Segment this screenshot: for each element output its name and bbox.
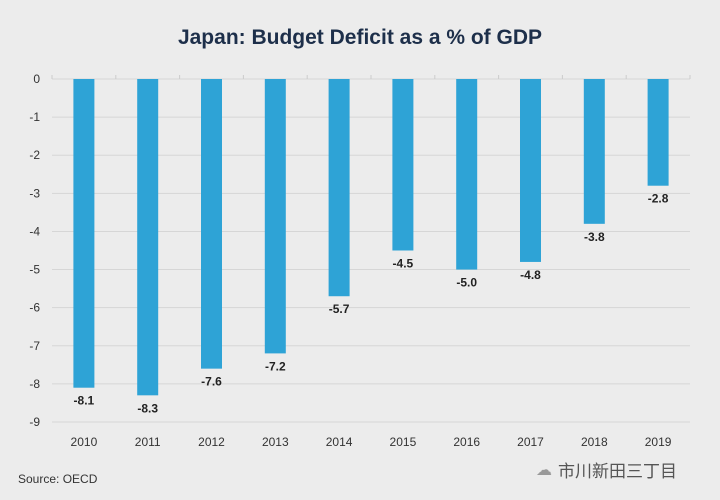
bar xyxy=(392,79,414,251)
y-tick-label: -5 xyxy=(29,263,40,277)
data-label: -8.3 xyxy=(137,401,158,415)
data-label: -8.1 xyxy=(74,394,95,408)
bar xyxy=(201,79,222,369)
x-tick-label: 2019 xyxy=(645,435,672,449)
y-tick-label: -7 xyxy=(29,339,40,353)
data-label: -4.5 xyxy=(393,257,414,271)
data-label: -5.0 xyxy=(456,276,477,290)
y-tick-label: 0 xyxy=(33,72,40,86)
data-label: -3.8 xyxy=(584,230,605,244)
y-tick-label: -9 xyxy=(29,415,40,429)
x-tick-label: 2015 xyxy=(390,435,417,449)
y-tick-label: -1 xyxy=(29,110,40,124)
watermark-text: 市川新田三丁目 xyxy=(558,462,677,481)
y-tick-label: -2 xyxy=(29,148,40,162)
data-label: -4.8 xyxy=(520,268,541,282)
bar xyxy=(647,79,669,186)
x-tick-label: 2016 xyxy=(453,435,480,449)
chart-title: Japan: Budget Deficit as a % of GDP xyxy=(177,26,543,49)
y-tick-label: -6 xyxy=(29,301,40,315)
bar xyxy=(328,79,350,297)
y-tick-label: -3 xyxy=(29,186,40,200)
x-tick-label: 2010 xyxy=(71,435,98,449)
x-tick-label: 2014 xyxy=(326,435,353,449)
watermark: ☁ 市川新田三丁目 xyxy=(536,457,677,482)
data-label: -2.8 xyxy=(648,192,669,206)
data-label: -7.2 xyxy=(265,359,286,373)
bar xyxy=(583,79,605,224)
wechat-icon: ☁ xyxy=(536,461,552,479)
y-tick-label: -8 xyxy=(29,377,40,391)
x-tick-label: 2018 xyxy=(581,435,608,449)
bar xyxy=(137,79,159,396)
x-tick-label: 2012 xyxy=(198,435,225,449)
x-tick-label: 2017 xyxy=(517,435,544,449)
source-note: Source: OECD xyxy=(18,472,98,486)
bar xyxy=(456,79,478,270)
y-tick-label: -4 xyxy=(29,224,40,238)
x-tick-label: 2013 xyxy=(262,435,289,449)
data-label: -5.7 xyxy=(329,302,350,316)
data-label: -7.6 xyxy=(201,375,222,389)
bar xyxy=(520,79,541,262)
bar xyxy=(73,79,95,388)
bar xyxy=(264,79,286,354)
x-tick-label: 2011 xyxy=(135,435,161,449)
